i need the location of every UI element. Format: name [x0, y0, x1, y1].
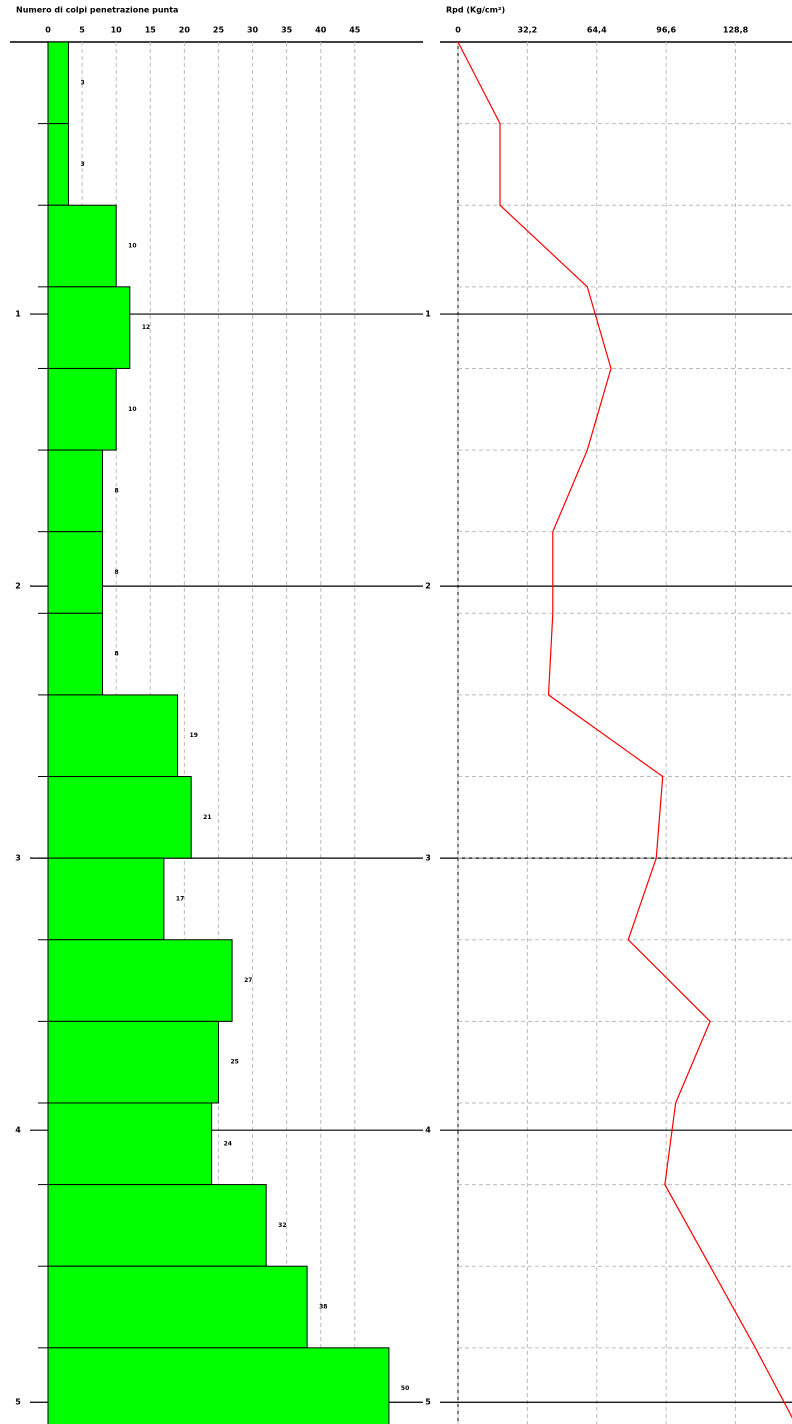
y-tick-label: 5	[15, 1398, 21, 1407]
bar	[47, 1184, 267, 1267]
bar	[47, 694, 179, 778]
value-label: 27	[244, 977, 252, 984]
value-label: 19	[190, 732, 198, 739]
x-tick-label: 0	[455, 26, 461, 35]
x-tick-label: 20	[179, 26, 191, 35]
bar	[47, 776, 192, 859]
bar	[47, 1347, 390, 1424]
y-tick-label: 4	[15, 1126, 21, 1135]
x-tick-label: 40	[315, 26, 327, 35]
y-tick-label: 3	[15, 854, 21, 863]
x-tick-label: 5	[79, 26, 85, 35]
value-label: 10	[128, 243, 136, 250]
bar	[47, 41, 69, 125]
x-tick-label: 10	[111, 26, 123, 35]
value-label: 8	[115, 487, 119, 494]
x-tick-label: 0	[45, 26, 51, 35]
value-label: 10	[128, 406, 136, 413]
bar	[47, 612, 104, 696]
x-tick-label: 35	[281, 26, 293, 35]
bar	[47, 367, 117, 451]
y-tick-label: 1	[425, 310, 431, 319]
bar	[47, 857, 165, 941]
x-tick-label: 32,2	[518, 26, 538, 35]
value-label: 3	[80, 161, 84, 168]
y-tick-label: 1	[15, 310, 21, 319]
value-label: 32	[278, 1222, 286, 1229]
value-label: 38	[319, 1304, 327, 1311]
bar	[47, 1102, 213, 1186]
value-label: 24	[224, 1140, 232, 1147]
y-tick-label: 3	[425, 854, 431, 863]
value-label: 12	[142, 324, 150, 331]
value-label: 8	[115, 651, 119, 658]
bar	[47, 1265, 308, 1349]
x-tick-label: 128,8	[723, 26, 749, 35]
value-label: 3	[80, 79, 84, 86]
bar	[47, 286, 131, 369]
bar	[47, 531, 104, 614]
rpd-line	[457, 41, 792, 1419]
value-label: 25	[230, 1059, 238, 1066]
bar	[47, 939, 233, 1022]
x-tick-label: 64,4	[587, 26, 607, 35]
x-tick-label: 45	[349, 26, 361, 35]
bar	[47, 449, 104, 533]
bar	[47, 123, 69, 206]
value-label: 8	[115, 569, 119, 576]
x-tick-label: 15	[145, 26, 157, 35]
y-tick-label: 2	[15, 582, 21, 591]
value-label: 50	[401, 1385, 409, 1392]
y-tick-label: 2	[425, 582, 431, 591]
x-tick-label: 25	[213, 26, 225, 35]
value-label: 17	[176, 895, 184, 902]
panel-title: Numero di colpi penetrazione punta	[16, 6, 178, 15]
y-tick-label: 5	[425, 1398, 431, 1407]
x-tick-label: 30	[247, 26, 259, 35]
value-label: 21	[203, 814, 211, 821]
x-tick-label: 96,6	[656, 26, 676, 35]
panel-title: Rpd (Kg/cm²)	[446, 6, 505, 15]
bar	[47, 204, 117, 288]
y-tick-label: 4	[425, 1126, 431, 1135]
bar	[47, 1020, 219, 1104]
